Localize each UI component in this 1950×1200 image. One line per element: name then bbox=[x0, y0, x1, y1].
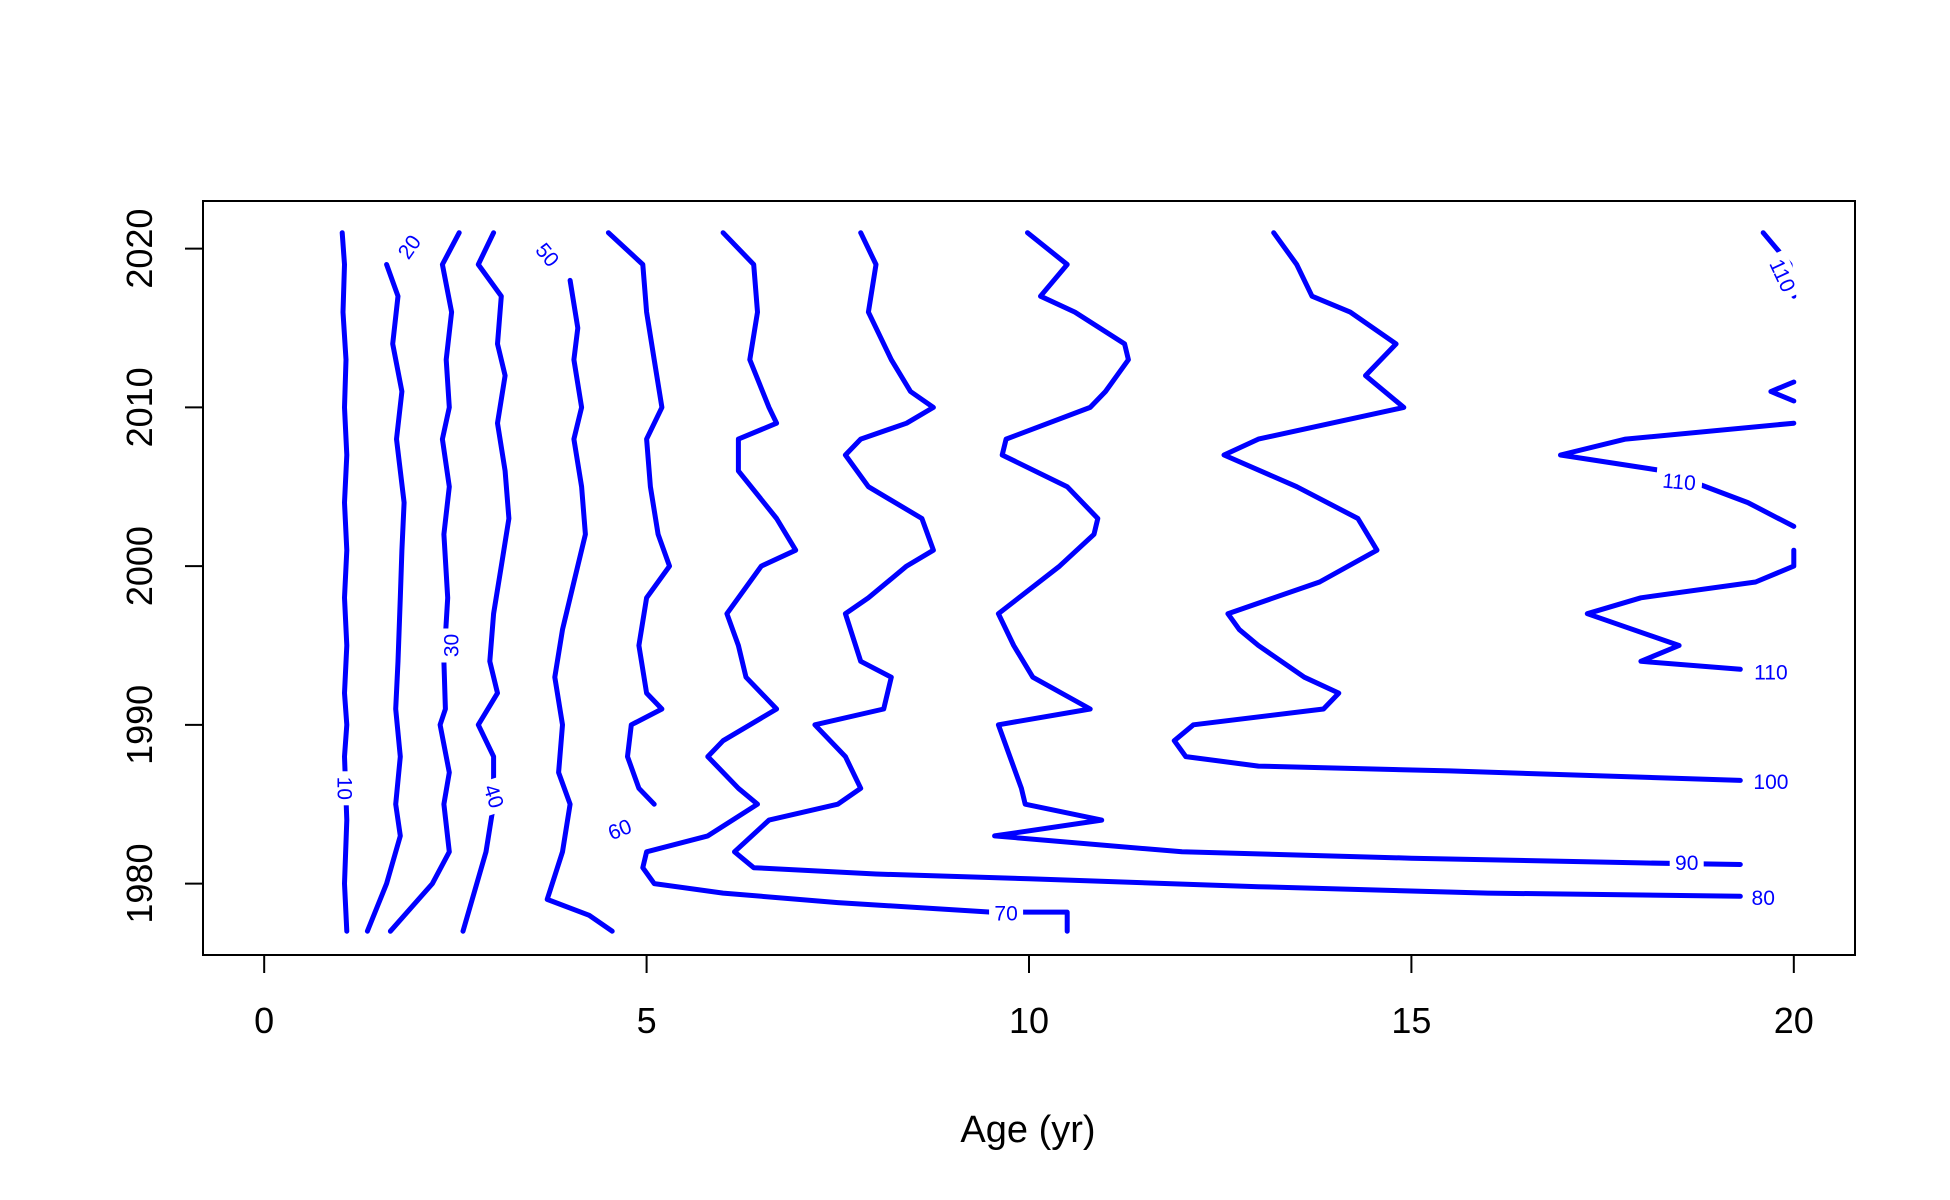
contour-label-background bbox=[438, 628, 465, 663]
contour-label-background bbox=[1747, 769, 1794, 795]
contour-label-40: 40 bbox=[475, 776, 512, 817]
contour-label-50: 50 bbox=[526, 233, 569, 277]
contour-label-text: 110 bbox=[1754, 661, 1787, 684]
contour-label-80: 80 bbox=[1746, 884, 1781, 911]
y-tick-label: 2020 bbox=[119, 209, 160, 289]
x-tick-label: 10 bbox=[1009, 1000, 1049, 1041]
contour-line-70 bbox=[640, 230, 1070, 934]
contour-label-110: 110 bbox=[1747, 659, 1794, 686]
x-tick-label: 15 bbox=[1391, 1000, 1431, 1041]
contour-label-100: 100 bbox=[1747, 769, 1794, 795]
contour-line-80 bbox=[732, 230, 1743, 899]
x-tick-label: 5 bbox=[637, 1000, 657, 1041]
contour-line-110 bbox=[1768, 379, 1797, 404]
contour-line-110 bbox=[1584, 547, 1797, 672]
contour-label-text: 90 bbox=[1675, 852, 1698, 875]
contour-labels: 10 20 30 40 50 60 70 80 90 100 110 110 110 bbox=[331, 225, 1804, 927]
x-tick-label: 0 bbox=[254, 1000, 274, 1041]
contour-label-text: 80 bbox=[1752, 887, 1775, 910]
contour-line-10 bbox=[339, 230, 350, 934]
contour-label-background bbox=[475, 776, 512, 817]
contour-label-70: 70 bbox=[989, 900, 1024, 927]
y-tick-label: 2000 bbox=[119, 526, 160, 606]
contour-label-background bbox=[1747, 659, 1794, 686]
contour-label-10: 10 bbox=[331, 771, 358, 806]
contour-label-text: 110 bbox=[1661, 470, 1696, 496]
contour-label-background bbox=[1655, 467, 1704, 497]
x-axis-title: Age (yr) bbox=[960, 1109, 1095, 1151]
contour-line-20 bbox=[364, 262, 407, 934]
contour-label-text: 100 bbox=[1753, 771, 1788, 794]
contour-label-text: 70 bbox=[994, 903, 1017, 926]
contour-label-110: 110 bbox=[1655, 467, 1704, 497]
y-tick-label: 1980 bbox=[119, 844, 160, 924]
contour-label-background bbox=[1746, 884, 1781, 911]
contour-label-110: 110 bbox=[1760, 249, 1804, 302]
contour-label-background bbox=[526, 233, 569, 277]
contour-label-background bbox=[389, 225, 430, 269]
contour-label-60: 60 bbox=[599, 811, 641, 849]
contour-label-background bbox=[989, 900, 1024, 927]
contour-label-background bbox=[599, 811, 641, 849]
contour-label-20: 20 bbox=[389, 225, 430, 269]
contour-line-100 bbox=[1171, 230, 1743, 783]
contour-label-background bbox=[1760, 249, 1804, 302]
y-tick-label: 2010 bbox=[119, 367, 160, 447]
y-tick-label: 1990 bbox=[119, 685, 160, 765]
contour-line-90 bbox=[992, 230, 1743, 867]
contour-label-90: 90 bbox=[1669, 849, 1704, 876]
contour-line-50 bbox=[544, 277, 615, 934]
contour-lines bbox=[339, 230, 1797, 934]
y-axis: 1980 1990 2000 2010 2020 bbox=[119, 209, 204, 924]
x-tick-label: 20 bbox=[1774, 1000, 1814, 1041]
contour-label-background bbox=[1669, 849, 1704, 876]
contour-line-30 bbox=[387, 230, 462, 934]
contour-label-text: 10 bbox=[333, 777, 356, 800]
contour-label-text: 30 bbox=[441, 634, 464, 657]
x-axis: 0 5 10 15 20 bbox=[254, 954, 1814, 1041]
contour-label-background bbox=[331, 771, 358, 806]
contour-line-60 bbox=[605, 230, 672, 807]
contour-line-40 bbox=[460, 230, 512, 934]
contour-label-30: 30 bbox=[438, 628, 465, 663]
